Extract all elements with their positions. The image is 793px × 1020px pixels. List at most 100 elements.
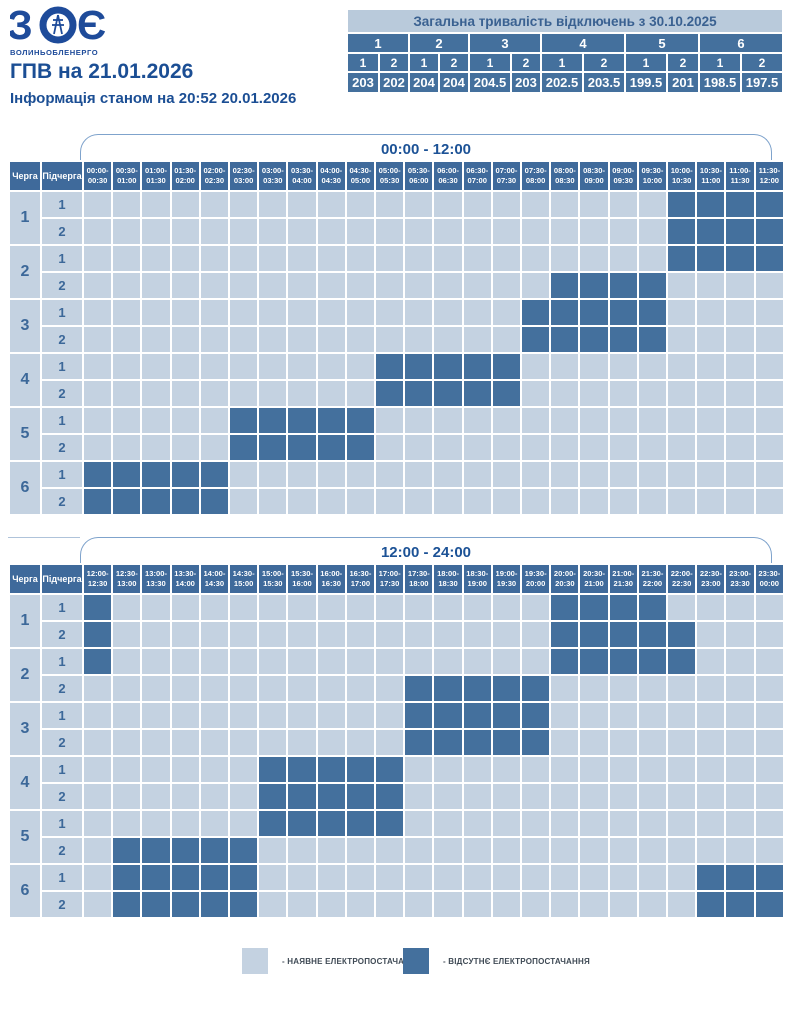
subqueue-number-cell: 1: [42, 192, 82, 217]
schedule-cell-available: [259, 300, 287, 325]
schedule-cell-available: [463, 865, 491, 890]
schedule-cell-outage: [259, 435, 287, 460]
schedule-cell-available: [522, 784, 550, 809]
schedule-cell-available: [726, 811, 754, 836]
summary-subqueue-number: 1: [410, 54, 438, 71]
schedule-cell-available: [405, 192, 433, 217]
schedule-cell-available: [697, 408, 725, 433]
schedule-cell-outage: [434, 354, 462, 379]
schedule-cell-outage: [434, 703, 462, 728]
schedule-cell-available: [171, 219, 199, 244]
schedule-cell-available: [171, 408, 199, 433]
schedule-cell-available: [346, 892, 375, 917]
queue-number-cell: 4: [10, 757, 40, 809]
summary-duration-value: 197.5: [742, 73, 782, 92]
schedule-section-first-half: 00:00 - 12:00 Черга Підчерга 00:00- 00:30 00…: [8, 134, 785, 516]
schedule-cell-available: [434, 273, 462, 298]
schedule-cell-available: [434, 757, 462, 782]
schedule-cell-outage: [755, 865, 783, 890]
schedule-cell-outage: [755, 219, 783, 244]
summary-duration-value: 204.5: [470, 73, 510, 92]
schedule-cell-available: [697, 354, 725, 379]
schedule-cell-available: [638, 757, 667, 782]
schedule-cell-outage: [726, 865, 754, 890]
schedule-cell-available: [230, 273, 258, 298]
time-slot-header: 21:30- 22:00: [638, 565, 667, 593]
schedule-cell-available: [463, 192, 491, 217]
schedule-cell-available: [638, 730, 667, 755]
schedule-cell-outage: [755, 192, 783, 217]
schedule-cell-available: [113, 676, 141, 701]
time-slot-header: 00:30- 01:00: [113, 162, 141, 190]
schedule-cell-available: [580, 354, 608, 379]
time-slot-header: 04:00- 04:30: [317, 162, 345, 190]
time-slot-header: 06:30- 07:00: [463, 162, 491, 190]
schedule-cell-outage: [405, 730, 433, 755]
schedule-cell-available: [171, 649, 199, 674]
schedule-cell-available: [668, 838, 696, 863]
schedule-cell-available: [668, 435, 696, 460]
time-slot-header: 02:00- 02:30: [200, 162, 229, 190]
schedule-cell-available: [288, 462, 316, 487]
schedule-cell-available: [200, 649, 229, 674]
schedule-cell-outage: [609, 622, 637, 647]
subqueue-number-cell: 2: [42, 838, 82, 863]
schedule-cell-available: [288, 838, 316, 863]
schedule-cell-available: [113, 192, 141, 217]
time-slot-header: 12:30- 13:00: [113, 565, 141, 593]
schedule-cell-available: [317, 489, 345, 514]
schedule-cell-available: [317, 865, 345, 890]
schedule-cell-available: [755, 730, 783, 755]
schedule-cell-available: [317, 192, 345, 217]
schedule-cell-available: [259, 273, 287, 298]
schedule-cell-available: [668, 892, 696, 917]
schedule-cell-available: [142, 649, 170, 674]
schedule-cell-available: [405, 435, 433, 460]
summary-subqueue-number: 1: [626, 54, 666, 71]
schedule-cell-available: [638, 784, 667, 809]
schedule-cell-available: [697, 435, 725, 460]
schedule-cell-available: [668, 381, 696, 406]
schedule-cell-available: [697, 327, 725, 352]
schedule-cell-available: [84, 273, 112, 298]
time-slot-header: 23:30- 00:00: [755, 565, 783, 593]
subqueue-number-cell: 1: [42, 811, 82, 836]
company-logo: З Є ВОЛИНЬОБЛЕНЕРГО: [7, 2, 130, 57]
schedule-cell-available: [609, 408, 637, 433]
schedule-cell-available: [171, 676, 199, 701]
legend-available-label: - НАЯВНЕ ЕЛЕКТРОПОСТАЧАННЯ: [282, 956, 423, 966]
schedule-cell-outage: [726, 246, 754, 271]
schedule-cell-available: [259, 838, 287, 863]
schedule-cell-available: [668, 408, 696, 433]
schedule-cell-available: [434, 327, 462, 352]
time-slot-header: 08:00- 08:30: [551, 162, 579, 190]
schedule-cell-available: [697, 838, 725, 863]
schedule-cell-available: [551, 811, 579, 836]
schedule-cell-outage: [171, 838, 199, 863]
schedule-cell-available: [171, 435, 199, 460]
schedule-cell-available: [755, 649, 783, 674]
queue-number-cell: 2: [10, 649, 40, 701]
schedule-cell-outage: [551, 649, 579, 674]
schedule-cell-available: [463, 784, 491, 809]
time-slot-header: 05:30- 06:00: [405, 162, 433, 190]
summary-duration-value: 203.5: [584, 73, 624, 92]
schedule-cell-available: [697, 462, 725, 487]
time-slot-header: 03:30- 04:00: [288, 162, 316, 190]
subqueue-number-cell: 1: [42, 408, 82, 433]
schedule-cell-available: [288, 489, 316, 514]
schedule-cell-available: [346, 703, 375, 728]
subqueue-number-cell: 2: [42, 892, 82, 917]
schedule-cell-outage: [697, 246, 725, 271]
summary-table: Загальна тривалість відключень з 30.10.2…: [346, 8, 784, 94]
schedule-cell-available: [376, 327, 404, 352]
subqueue-number-cell: 2: [42, 784, 82, 809]
schedule-cell-outage: [522, 676, 550, 701]
schedule-cell-available: [463, 757, 491, 782]
schedule-cell-outage: [405, 381, 433, 406]
schedule-cell-available: [726, 649, 754, 674]
schedule-cell-outage: [492, 676, 521, 701]
schedule-cell-available: [317, 703, 345, 728]
schedule-cell-available: [317, 730, 345, 755]
schedule-cell-available: [317, 462, 345, 487]
